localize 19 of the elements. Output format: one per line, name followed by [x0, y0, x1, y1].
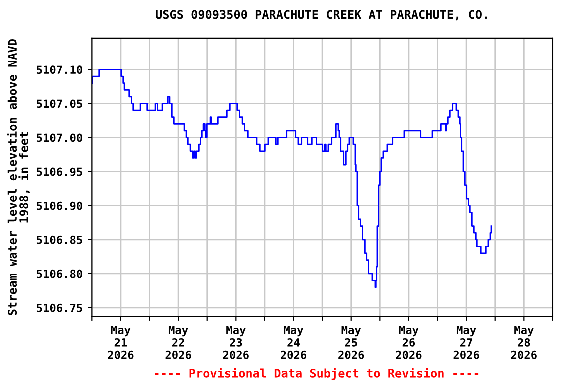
y-tick-label: 5107.05 [37, 100, 82, 108]
y-tick-label: 5107.00 [37, 134, 82, 142]
x-tick-label: May 22 2026 [166, 326, 192, 360]
x-tick-label: May 23 2026 [223, 326, 249, 360]
x-tick-label: May 26 2026 [396, 326, 422, 360]
y-axis-title: Stream water level elevation above NAVD 1988, in feet [7, 40, 30, 316]
y-tick-label: 5106.95 [37, 168, 82, 176]
y-tick-label: 5106.85 [37, 236, 82, 244]
y-tick-label: 5106.75 [37, 304, 82, 312]
chart-title: USGS 09093500 PARACHUTE CREEK AT PARACHUTE, CO. [156, 10, 487, 21]
x-tick-label: May 27 2026 [454, 326, 480, 360]
y-tick-label: 5107.10 [37, 66, 82, 74]
text: ---- Provisional Data Subject to Revision ---- [155, 368, 479, 380]
x-tick-label: May 25 2026 [338, 326, 364, 360]
y-tick-label: 5106.80 [37, 270, 82, 278]
x-tick-label: May 24 2026 [281, 326, 307, 360]
x-tick-label: May 28 2026 [511, 326, 537, 360]
x-tick-label: May 21 2026 [108, 326, 134, 360]
y-tick-label: 5106.90 [37, 202, 82, 210]
